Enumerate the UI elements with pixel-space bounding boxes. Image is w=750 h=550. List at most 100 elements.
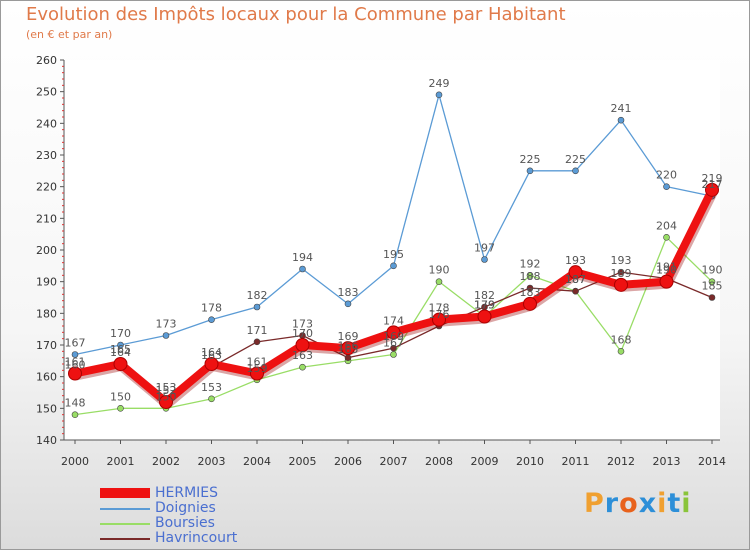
data-label: 225 [520, 153, 541, 166]
logo-letter: o [619, 488, 639, 519]
data-label: 217 [702, 178, 723, 191]
data-label: 153 [156, 381, 177, 394]
y-tick-label: 210 [36, 212, 57, 225]
data-label: 164 [110, 346, 131, 359]
data-label: 161 [65, 356, 86, 369]
data-point [295, 338, 310, 352]
data-label: 183 [520, 286, 541, 299]
data-label: 148 [65, 397, 86, 410]
data-label: 178 [201, 302, 222, 315]
logo-letter: t [667, 488, 682, 519]
data-label: 163 [201, 349, 222, 362]
data-label: 192 [520, 257, 541, 270]
data-label: 167 [65, 337, 86, 350]
logo-letter: r [604, 488, 620, 519]
data-point [526, 272, 534, 279]
legend-swatch [100, 508, 150, 510]
y-tick-label: 200 [36, 244, 57, 257]
data-point [208, 395, 215, 403]
x-tick-label: 2002 [152, 455, 180, 468]
x-tick-label: 2006 [334, 455, 362, 468]
data-label: 190 [429, 264, 450, 277]
data-label: 164 [201, 346, 222, 359]
data-point [204, 357, 219, 371]
data-label: 187 [565, 273, 586, 286]
data-label: 197 [474, 242, 495, 255]
data-point [68, 366, 82, 381]
data-label: 166 [338, 340, 359, 353]
data-point [526, 167, 534, 175]
data-label: 168 [611, 333, 632, 346]
legend-label: Havrincourt [155, 530, 238, 546]
data-label: 170 [292, 327, 313, 340]
data-point [390, 351, 397, 358]
data-point [159, 395, 173, 409]
data-label: 241 [611, 102, 632, 115]
legend-item-boursies: Boursies [100, 515, 360, 531]
y-tick-label: 250 [36, 86, 57, 99]
logo-letter: i [681, 488, 692, 519]
data-point [435, 91, 443, 99]
data-label: 188 [520, 270, 541, 283]
data-point [253, 303, 261, 311]
y-tick-label: 160 [36, 371, 57, 384]
x-tick-label: 2000 [61, 455, 89, 468]
data-point [435, 278, 443, 285]
data-point [117, 405, 124, 412]
y-tick-label: 150 [36, 402, 57, 415]
legend-item-doignies: Doignies [100, 500, 360, 516]
data-label: 249 [429, 77, 450, 90]
data-label: 182 [247, 289, 268, 302]
y-tick-label: 220 [36, 181, 57, 194]
data-point [617, 116, 625, 124]
data-label: 179 [474, 299, 495, 312]
data-label: 178 [429, 302, 450, 315]
x-tick-label: 2008 [425, 455, 453, 468]
data-point [208, 316, 215, 323]
data-point [71, 351, 79, 358]
data-label: 182 [474, 289, 495, 302]
data-point [659, 274, 674, 289]
y-tick-label: 170 [36, 339, 57, 352]
data-label: 152 [156, 384, 177, 397]
data-label: 204 [656, 219, 677, 232]
y-tick-label: 180 [36, 307, 57, 320]
y-tick-label: 190 [36, 276, 57, 289]
legend-label: HERMIES [155, 485, 219, 501]
data-label: 163 [292, 349, 313, 362]
data-point [344, 300, 352, 308]
data-label: 190 [702, 264, 723, 277]
x-tick-label: 2013 [653, 455, 681, 468]
data-label: 194 [292, 251, 313, 264]
legend-swatch [100, 538, 150, 540]
data-label: 185 [702, 280, 723, 293]
x-tick-label: 2009 [471, 455, 499, 468]
legend-label: Boursies [155, 515, 215, 531]
data-label: 179 [474, 299, 495, 312]
legend-label: Doignies [155, 500, 216, 516]
data-point [572, 287, 579, 295]
data-label: 187 [565, 273, 586, 286]
logo-letter: i [657, 488, 668, 519]
data-point [71, 411, 79, 418]
logo-letter: P [584, 488, 605, 519]
data-label: 165 [110, 343, 131, 356]
chart-subtitle: (en € et par an) [26, 28, 113, 41]
data-point [481, 256, 488, 263]
data-label: 150 [110, 390, 131, 403]
data-label: 169 [383, 330, 404, 343]
data-label: 150 [156, 390, 177, 403]
data-label: 193 [565, 254, 586, 267]
data-label: 183 [338, 286, 359, 299]
data-label: 159 [247, 362, 268, 375]
data-label: 176 [429, 308, 450, 321]
x-tick-label: 2014 [698, 455, 726, 468]
proxiti-logo: Proxiti [584, 488, 692, 519]
plot-area [64, 60, 720, 440]
legend-swatch [100, 488, 150, 498]
x-tick-label: 2011 [562, 455, 590, 468]
data-point [432, 312, 446, 327]
data-point [113, 357, 128, 371]
x-tick-label: 2004 [243, 455, 271, 468]
